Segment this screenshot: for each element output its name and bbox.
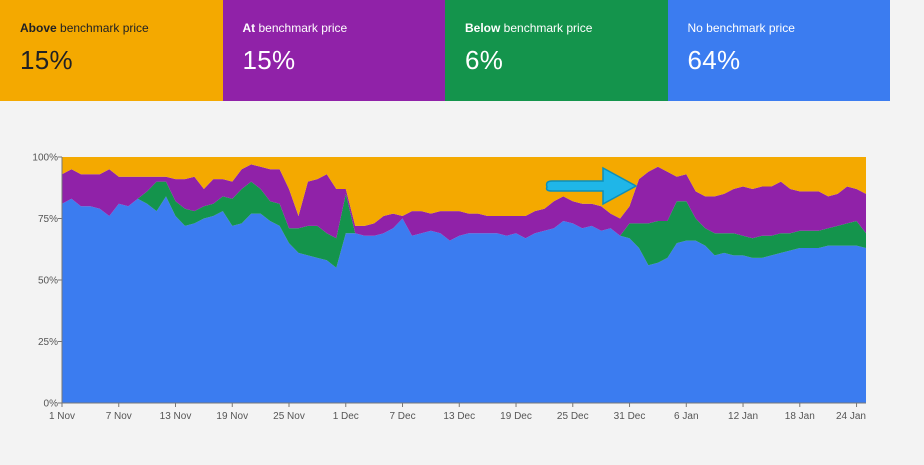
x-tick-label: 18 Jan <box>785 411 815 422</box>
y-tick-label: 25% <box>38 337 58 348</box>
card-no-benchmark[interactable]: No benchmark price 64% <box>667 0 890 101</box>
x-tick-label: 25 Nov <box>273 411 305 422</box>
card-title: At benchmark price <box>242 21 348 35</box>
x-tick-label: 31 Dec <box>614 411 646 422</box>
x-tick-label: 13 Nov <box>160 411 192 422</box>
x-tick-label: 13 Dec <box>443 411 475 422</box>
card-value: 15% <box>242 45 296 75</box>
series-area-above-benchmark-price[interactable] <box>62 157 866 226</box>
arrow-icon <box>545 166 638 206</box>
card-value: 6% <box>465 45 504 75</box>
x-tick-label: 7 Nov <box>106 411 132 422</box>
x-tick-label: 1 Dec <box>333 411 359 422</box>
card-value: 15% <box>20 45 73 75</box>
card-at-benchmark[interactable]: At benchmark price 15% <box>222 0 445 101</box>
benchmark-price-area-chart: 0% 25% 50% 75% 100% 1 Nov 7 Nov 13 Nov 19 Nov 25… <box>32 153 866 422</box>
x-tick-label: 12 Jan <box>728 411 758 422</box>
annotation-arrow <box>545 166 638 206</box>
series-area-below-benchmark-price[interactable] <box>62 181 866 268</box>
x-axis-ticks: 1 Nov 7 Nov 13 Nov 19 Nov 25 Nov 1 Dec 7 Dec 13… <box>49 403 866 422</box>
x-tick-label: 1 Nov <box>49 411 75 422</box>
x-tick-label: 7 Dec <box>389 411 415 422</box>
y-tick-label: 100% <box>32 153 58 164</box>
x-tick-label: 25 Dec <box>557 411 589 422</box>
y-tick-label: 50% <box>38 276 58 287</box>
x-tick-label: 6 Jan <box>674 411 698 422</box>
card-title: Below benchmark price <box>465 21 593 35</box>
card-value: 64% <box>687 45 741 75</box>
x-tick-label: 24 Jan <box>836 411 866 422</box>
card-title: No benchmark price <box>687 21 795 35</box>
y-tick-label: 0% <box>44 399 59 410</box>
series-area-at-benchmark-price[interactable] <box>62 164 866 241</box>
summary-cards: Above benchmark price 15% At benchmark p… <box>0 0 890 101</box>
y-axis-ticks: 0% 25% 50% 75% 100% <box>32 153 62 410</box>
chart-areas <box>62 157 866 403</box>
y-tick-label: 75% <box>38 214 58 225</box>
x-tick-label: 19 Nov <box>216 411 248 422</box>
card-below-benchmark[interactable]: Below benchmark price 6% <box>445 0 668 101</box>
x-tick-label: 19 Dec <box>500 411 532 422</box>
card-above-benchmark[interactable]: Above benchmark price 15% <box>0 0 223 101</box>
card-title: Above benchmark price <box>20 21 149 35</box>
series-area-no-benchmark-price[interactable] <box>62 196 866 403</box>
